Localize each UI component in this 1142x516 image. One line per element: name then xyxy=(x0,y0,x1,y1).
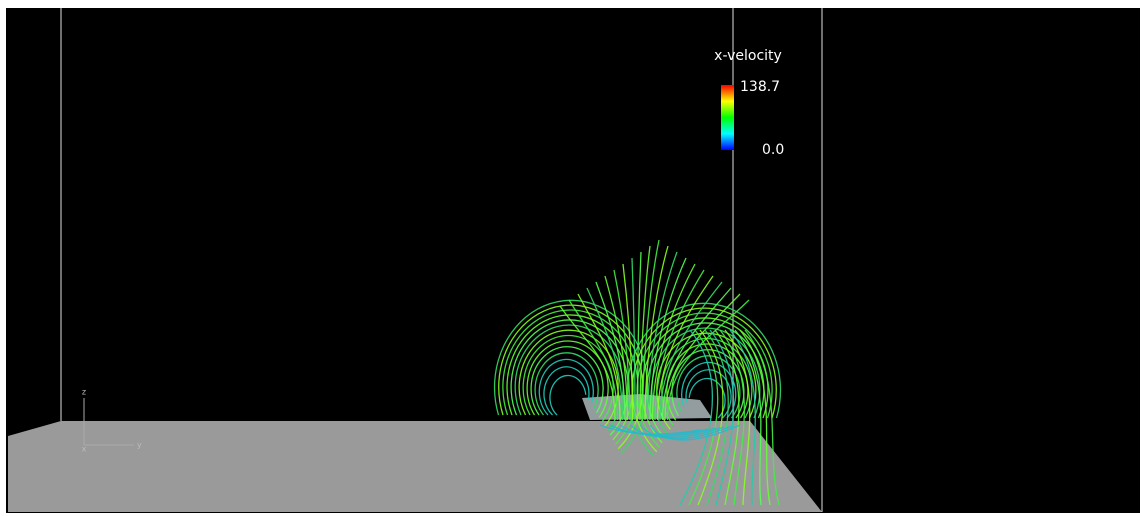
streamline xyxy=(619,424,717,437)
streamline xyxy=(709,329,735,506)
streamline xyxy=(734,329,762,506)
streamline xyxy=(714,329,740,506)
streamline xyxy=(526,340,609,418)
streamline xyxy=(744,329,780,506)
streamline xyxy=(666,299,750,421)
streamlines xyxy=(493,239,782,506)
streamline xyxy=(622,263,634,421)
streamline xyxy=(493,299,649,454)
ground-plane xyxy=(8,421,822,512)
streamline xyxy=(739,329,771,506)
streamline xyxy=(543,366,590,416)
streamline xyxy=(604,275,629,421)
streamline xyxy=(522,334,614,423)
streamline xyxy=(656,275,714,421)
streamline xyxy=(502,309,639,445)
colorbar-title: x-velocity xyxy=(714,48,782,64)
streamline xyxy=(679,329,714,506)
streamline xyxy=(530,346,604,416)
streamline xyxy=(685,369,732,419)
streamline xyxy=(688,329,719,506)
streamline xyxy=(664,293,741,421)
streamline xyxy=(661,287,732,421)
streamline xyxy=(613,269,631,421)
colorbar xyxy=(721,85,734,150)
streamline xyxy=(729,329,756,506)
streamline xyxy=(577,293,621,421)
axis-label: y xyxy=(137,441,142,450)
streamline xyxy=(659,281,723,421)
streamline xyxy=(549,374,587,416)
colorbar-max: 138.7 xyxy=(740,79,780,95)
streamline xyxy=(719,329,745,506)
streamline xyxy=(631,257,636,421)
streamline xyxy=(676,355,741,419)
streamline xyxy=(631,307,777,453)
streamline xyxy=(586,287,624,421)
streamline xyxy=(636,251,642,421)
streamline xyxy=(538,358,594,416)
streamline xyxy=(649,257,687,421)
streamline xyxy=(514,324,624,432)
streamline xyxy=(646,251,678,421)
streamline xyxy=(681,361,737,419)
streamline xyxy=(697,329,724,506)
streamline xyxy=(498,304,644,450)
streamline xyxy=(568,299,619,421)
streamline xyxy=(704,329,729,506)
streamline xyxy=(656,332,757,430)
colorbar-min: 0.0 xyxy=(762,142,784,158)
streamline xyxy=(651,327,761,435)
streamline xyxy=(651,263,696,421)
streamline xyxy=(534,352,599,416)
streamline xyxy=(639,424,733,440)
streamline xyxy=(595,281,626,421)
streamline xyxy=(641,239,660,421)
axis-label: z xyxy=(82,388,86,397)
axis-label: x xyxy=(82,445,87,454)
streamline xyxy=(559,305,616,421)
streamline xyxy=(724,329,751,506)
streamline xyxy=(639,245,651,421)
streamline xyxy=(654,269,705,421)
streamline xyxy=(644,245,669,421)
streamline xyxy=(649,424,741,441)
